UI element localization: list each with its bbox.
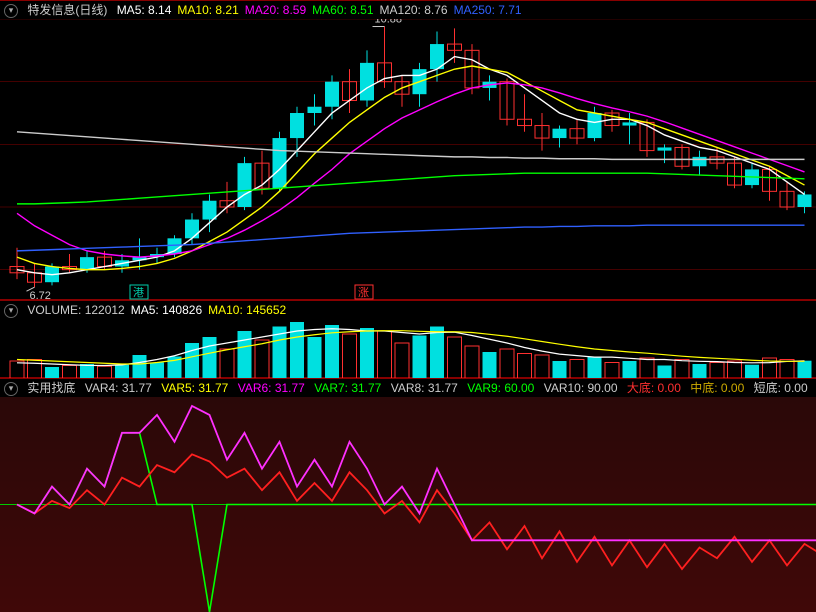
chevron-down-icon[interactable]: ▾ <box>4 4 18 18</box>
ind-label: VAR6: 31.77 <box>238 381 305 395</box>
vol-label: VOLUME: 122012 <box>27 303 124 317</box>
stock-title: 特发信息(日线) <box>27 3 107 17</box>
ind-label: VAR8: 31.77 <box>391 381 458 395</box>
indicator-header: ▾ 实用找底 VAR4: 31.77 VAR5: 31.77 VAR6: 31.… <box>0 379 816 397</box>
ind-label: 短底: 0.00 <box>754 381 808 395</box>
ind-label: VAR10: 90.00 <box>544 381 618 395</box>
chevron-down-icon[interactable]: ▾ <box>4 382 18 396</box>
volume-header: ▾ VOLUME: 122012 MA5: 140826 MA10: 145652 <box>0 301 816 319</box>
indicator-title: 实用找底 <box>27 381 75 395</box>
price-panel: ▾ 特发信息(日线) MA5: 8.14 MA10: 8.21 MA20: 8.59… <box>0 0 816 300</box>
ind-label: 大底: 0.00 <box>627 381 681 395</box>
indicator-panel: ▾ 实用找底 VAR4: 31.77 VAR5: 31.77 VAR6: 31.… <box>0 378 816 611</box>
volume-panel: ▾ VOLUME: 122012 MA5: 140826 MA10: 145652 <box>0 300 816 378</box>
ma-label: MA60: 8.51 <box>312 3 373 17</box>
ind-label: VAR4: 31.77 <box>85 381 152 395</box>
svg-text:涨: 涨 <box>358 286 369 299</box>
price-header: ▾ 特发信息(日线) MA5: 8.14 MA10: 8.21 MA20: 8.59… <box>0 1 816 19</box>
ind-label: VAR5: 31.77 <box>161 381 228 395</box>
svg-text:10.88: 10.88 <box>375 19 403 26</box>
volume-chart[interactable] <box>0 319 816 379</box>
indicator-chart[interactable] <box>0 397 816 612</box>
vol-label: MA5: 140826 <box>131 303 202 317</box>
price-chart[interactable]: 10.886.72港涨 <box>0 19 816 301</box>
vol-label: MA10: 145652 <box>208 303 286 317</box>
ma-label: MA250: 7.71 <box>454 3 522 17</box>
ma-label: MA10: 8.21 <box>177 3 238 17</box>
svg-text:港: 港 <box>133 286 144 299</box>
ma-label: MA120: 8.76 <box>380 3 448 17</box>
ind-label: 中底: 0.00 <box>690 381 744 395</box>
ma-label: MA20: 8.59 <box>245 3 306 17</box>
ind-label: VAR7: 31.77 <box>314 381 381 395</box>
chevron-down-icon[interactable]: ▾ <box>4 304 18 318</box>
ma-label: MA5: 8.14 <box>117 3 172 17</box>
ind-label: VAR9: 60.00 <box>467 381 534 395</box>
